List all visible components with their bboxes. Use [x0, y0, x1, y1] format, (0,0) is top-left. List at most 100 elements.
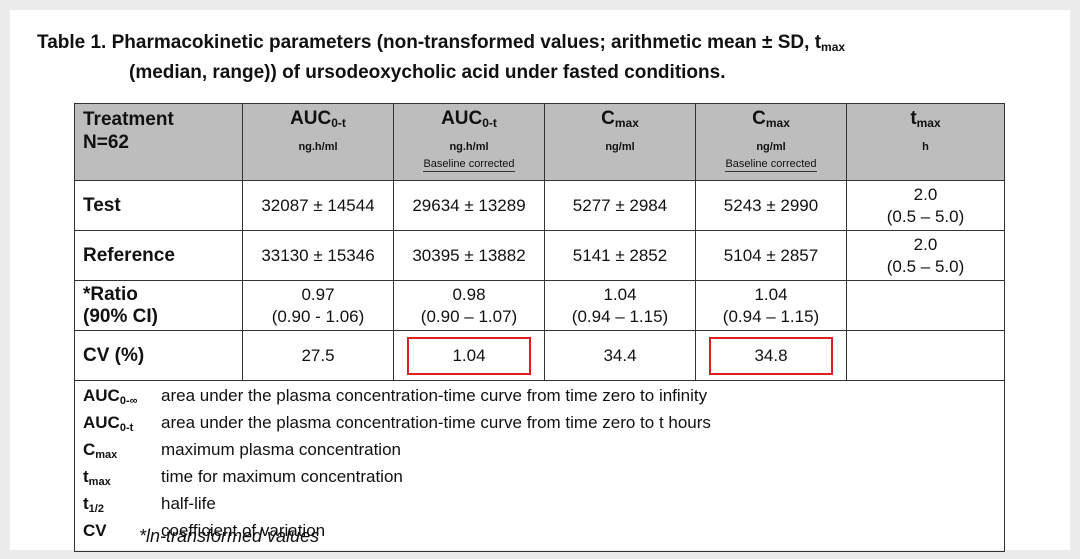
row-label: CV (%) — [74, 330, 243, 381]
row-label-line: (90% CI) — [83, 305, 158, 327]
header-treatment: Treatment N=62 — [74, 103, 243, 181]
table-cell: 32087 ± 14544 — [242, 180, 394, 231]
legend-item: AUC0-t area under the plasma concentrati… — [83, 412, 996, 439]
title-line-1: Table 1. Pharmacokinetic parameters (non… — [37, 30, 1057, 60]
header-name: AUC — [441, 108, 483, 129]
row-label: Reference — [74, 230, 243, 281]
header-unit: ng.h/ml — [298, 141, 338, 153]
table-header-row: Treatment N=62 AUC0-t ng.h/ml AUC0-t ng.… — [74, 103, 1005, 181]
title-line-2: (median, range)) of ursodeoxycholic acid… — [129, 62, 726, 83]
header-name: C — [752, 108, 766, 129]
cell-range: (0.5 – 5.0) — [886, 256, 965, 276]
table-cell: 34.4 — [544, 330, 696, 381]
header-cmax-baseline: Cmax ng/ml Baseline corrected — [695, 103, 847, 181]
legend-desc: coefficient of variation — [161, 521, 326, 540]
header-tmax: tmax h — [846, 103, 1005, 181]
highlight-box: 1.04 — [407, 336, 531, 375]
title-text: Table 1. Pharmacokinetic parameters (non… — [37, 32, 822, 53]
legend-abbr: C — [83, 440, 96, 459]
legend-desc: half-life — [161, 494, 216, 513]
legend-sub: 0-t — [119, 422, 134, 434]
header-unit: h — [922, 141, 929, 153]
cell-ci: (0.94 – 1.15) — [571, 306, 669, 326]
legend-desc: time for maximum concentration — [161, 467, 403, 486]
header-unit: ng/ml — [756, 141, 786, 153]
row-label: *Ratio (90% CI) — [74, 280, 243, 331]
table-cell: 1.04 — [393, 330, 545, 381]
header-treatment-label: Treatment — [83, 109, 174, 130]
header-sub: max — [916, 116, 941, 130]
legend-abbr: CV — [83, 521, 107, 540]
table-cell: 34.8 — [695, 330, 847, 381]
legend-desc: area under the plasma concentration-time… — [161, 413, 711, 432]
table-cell: 27.5 — [242, 330, 394, 381]
cell-median: 2.0 — [913, 234, 938, 254]
cell-ratio: 0.98 — [452, 284, 486, 304]
cell-ratio: 1.04 — [754, 284, 788, 304]
header-cmax: Cmax ng/ml — [544, 103, 696, 181]
table-cell: 2.0 (0.5 – 5.0) — [846, 230, 1005, 281]
header-sub: 0-t — [482, 116, 497, 130]
table-cell: 0.97 (0.90 - 1.06) — [242, 280, 394, 331]
header-sub: max — [614, 116, 639, 130]
footnote: *ln-transformed values — [139, 526, 320, 546]
table-cell: 1.04 (0.94 – 1.15) — [695, 280, 847, 331]
cell-ci: (0.94 – 1.15) — [722, 306, 820, 326]
legend-sub: 0-∞ — [119, 395, 138, 407]
row-label-line: *Ratio — [83, 283, 138, 305]
legend-item: AUC0-∞ area under the plasma concentrati… — [83, 385, 996, 412]
table-cell: 5141 ± 2852 — [544, 230, 696, 281]
highlight-box: 34.8 — [709, 336, 833, 375]
legend-item: t1/2 half-life — [83, 493, 996, 520]
table-row-cv: CV (%) 27.5 1.04 34.4 34.8 — [74, 330, 1005, 381]
table-row-reference: Reference 33130 ± 15346 30395 ± 13882 51… — [74, 230, 1005, 281]
table-row-test: Test 32087 ± 14544 29634 ± 13289 5277 ± … — [74, 180, 1005, 231]
header-unit: ng.h/ml — [449, 141, 489, 153]
title-subscript: max — [821, 40, 846, 54]
legend-row: AUC0-∞ area under the plasma concentrati… — [74, 380, 1005, 552]
pk-parameters-table: Treatment N=62 AUC0-t ng.h/ml AUC0-t ng.… — [74, 103, 1005, 552]
table-cell: 30395 ± 13882 — [393, 230, 545, 281]
header-sub: max — [765, 116, 790, 130]
cell-ratio: 0.97 — [301, 284, 335, 304]
header-sub: 0-t — [331, 116, 346, 130]
legend-desc: area under the plasma concentration-time… — [161, 386, 708, 405]
document-page: Table 1. Pharmacokinetic parameters (non… — [10, 10, 1070, 552]
legend-abbr: t — [83, 467, 89, 486]
table-cell: 5277 ± 2984 — [544, 180, 696, 231]
header-name: t — [910, 108, 917, 129]
legend-abbr: AUC — [83, 386, 120, 405]
table-cell-empty — [846, 330, 1005, 381]
header-name: AUC — [290, 108, 332, 129]
table-cell: 5104 ± 2857 — [695, 230, 847, 281]
legend-sub: 1/2 — [88, 503, 104, 515]
table-cell-empty — [846, 280, 1005, 331]
legend-abbr: AUC — [83, 413, 120, 432]
cell-ratio: 1.04 — [603, 284, 637, 304]
legend-item: CV coefficient of variation — [83, 520, 996, 547]
cell-ci: (0.90 - 1.06) — [271, 306, 365, 326]
header-note: Baseline corrected — [423, 158, 515, 172]
table-title: Table 1. Pharmacokinetic parameters (non… — [37, 30, 1057, 85]
legend-item: Cmax maximum plasma concentration — [83, 439, 996, 466]
header-name: C — [601, 108, 615, 129]
legend-abbr: t — [83, 494, 89, 513]
table-cell: 2.0 (0.5 – 5.0) — [846, 180, 1005, 231]
header-auc-0t: AUC0-t ng.h/ml — [242, 103, 394, 181]
table-row-ratio: *Ratio (90% CI) 0.97 (0.90 - 1.06) 0.98 … — [74, 280, 1005, 331]
legend-sub: max — [88, 476, 111, 488]
row-label: Test — [74, 180, 243, 231]
header-auc-0t-baseline: AUC0-t ng.h/ml Baseline corrected — [393, 103, 545, 181]
table-cell: 5243 ± 2990 — [695, 180, 847, 231]
cell-ci: (0.90 – 1.07) — [420, 306, 518, 326]
legend-sub: max — [95, 449, 118, 461]
table-cell: 33130 ± 15346 — [242, 230, 394, 281]
table-cell: 0.98 (0.90 – 1.07) — [393, 280, 545, 331]
header-note: Baseline corrected — [725, 158, 817, 172]
cell-median: 2.0 — [913, 184, 938, 204]
header-n-label: N=62 — [83, 132, 129, 153]
table-cell: 29634 ± 13289 — [393, 180, 545, 231]
table-cell: 1.04 (0.94 – 1.15) — [544, 280, 696, 331]
abbreviation-legend: AUC0-∞ area under the plasma concentrati… — [74, 380, 1005, 552]
legend-item: tmax time for maximum concentration — [83, 466, 996, 493]
